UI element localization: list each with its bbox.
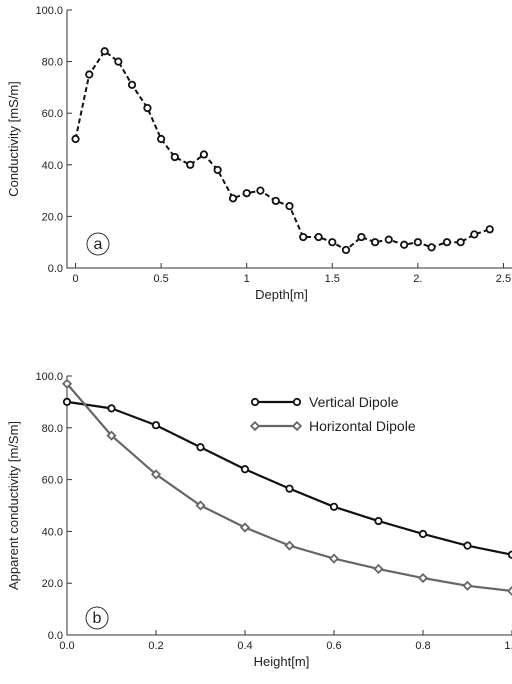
data-point [127,80,137,89]
data-point [413,238,422,247]
axes-frame [66,10,512,269]
data-point [299,232,308,242]
x-axis-label: Depth[m] [255,287,308,302]
data-point [256,186,265,195]
data-point [150,469,162,480]
data-point [427,243,436,252]
data-point [228,194,238,203]
chart-b-height-apparent-conductivity: 0.0 20.0 40.0 60.0 80.0 100.0 0.0 0.2 0.4 0.6 0.8 1… [6,371,512,669]
chart-a-depth-conductivity: 0.0 20.0 40.0 60.0 80.0 100.0 0 0.5 1 1.5 2. 2.5 Dep… [6,5,512,302]
data-point [85,70,94,79]
data-point [485,225,494,234]
data-point [186,160,195,169]
y-tick-label: 80.0 [42,423,63,435]
data-point [106,430,117,441]
data-point [285,201,294,211]
legend-marker [292,397,302,407]
y-tick-label: 80.0 [42,57,63,69]
data-point [400,240,409,249]
x-tick-label: 0.2 [148,640,163,652]
data-point [271,196,280,206]
panel-letter-circle [86,232,110,256]
data-point [157,134,166,144]
data-point [370,238,380,247]
axes-frame [66,376,512,636]
data-point [418,529,428,539]
data-point [100,47,109,56]
data-point [199,150,209,159]
y-tick-label: 20.0 [42,578,63,590]
panel-letter-circle [85,606,109,630]
data-point [213,165,222,175]
data-point [62,397,72,406]
data-point [328,238,337,247]
data-point [107,404,116,413]
data-point [462,580,473,591]
data-point [240,465,250,474]
data-point [195,500,206,511]
x-tick-label: 0.0 [59,640,74,652]
x-tick-label: 0.6 [326,640,341,652]
x-tick-label: 1.0 [504,640,512,652]
data-point [506,585,512,597]
y-tick-label: 20.0 [42,211,63,223]
legend-marker [249,420,261,432]
legend-label: Horizontal Dipole [309,418,416,434]
x-tick-label: 0 [72,273,78,285]
panel-letter: a [94,236,103,253]
legend-label: Vertical Dipole [309,394,399,410]
data-point [61,378,73,389]
data-point [143,103,152,113]
data-point [196,443,205,452]
data-point [314,232,323,242]
data-point [456,238,465,247]
x-tick-label: 2. [413,273,422,285]
data-point [442,238,452,247]
y-tick-label: 60.0 [42,475,63,487]
data-point [373,563,384,575]
x-tick-label: 1.5 [325,273,340,285]
data-point [285,484,294,493]
legend-marker [291,420,303,432]
y-tick-label: 40.0 [42,160,63,172]
data-point [357,232,366,242]
legend-marker [250,397,260,407]
x-tick-label: 0.5 [153,273,168,285]
y-tick-label: 0.0 [48,630,63,642]
data-point [470,230,479,239]
y-tick-label: 100.0 [35,371,63,383]
data-point [417,572,429,584]
y-axis-label: Conductivity [mS/m] [6,81,21,197]
data-point [151,421,161,430]
data-point [341,245,351,255]
data-point [374,516,383,526]
data-point [71,134,80,144]
x-tick-label: 2.5 [496,273,511,285]
y-tick-label: 60.0 [42,108,63,120]
x-tick-label: 0.4 [237,640,252,652]
data-point [114,57,123,66]
data-point [384,235,393,244]
y-tick-label: 40.0 [42,526,63,538]
x-tick-label: 1 [244,273,250,285]
series-line [74,49,491,252]
x-tick-label: 0.8 [415,640,430,652]
data-point [242,189,251,198]
panel-letter: b [93,610,102,627]
data-point [328,553,340,564]
y-tick-label: 100.0 [35,5,63,17]
data-point [170,152,179,162]
data-point [329,502,339,511]
x-axis-label: Height[m] [254,654,310,669]
y-axis-label: Apparent conductivity [m/Sm] [6,421,21,590]
data-point [284,540,295,551]
series-line [66,400,512,556]
data-point [239,522,251,533]
data-point [463,541,472,550]
y-tick-label: 0.0 [48,263,63,275]
